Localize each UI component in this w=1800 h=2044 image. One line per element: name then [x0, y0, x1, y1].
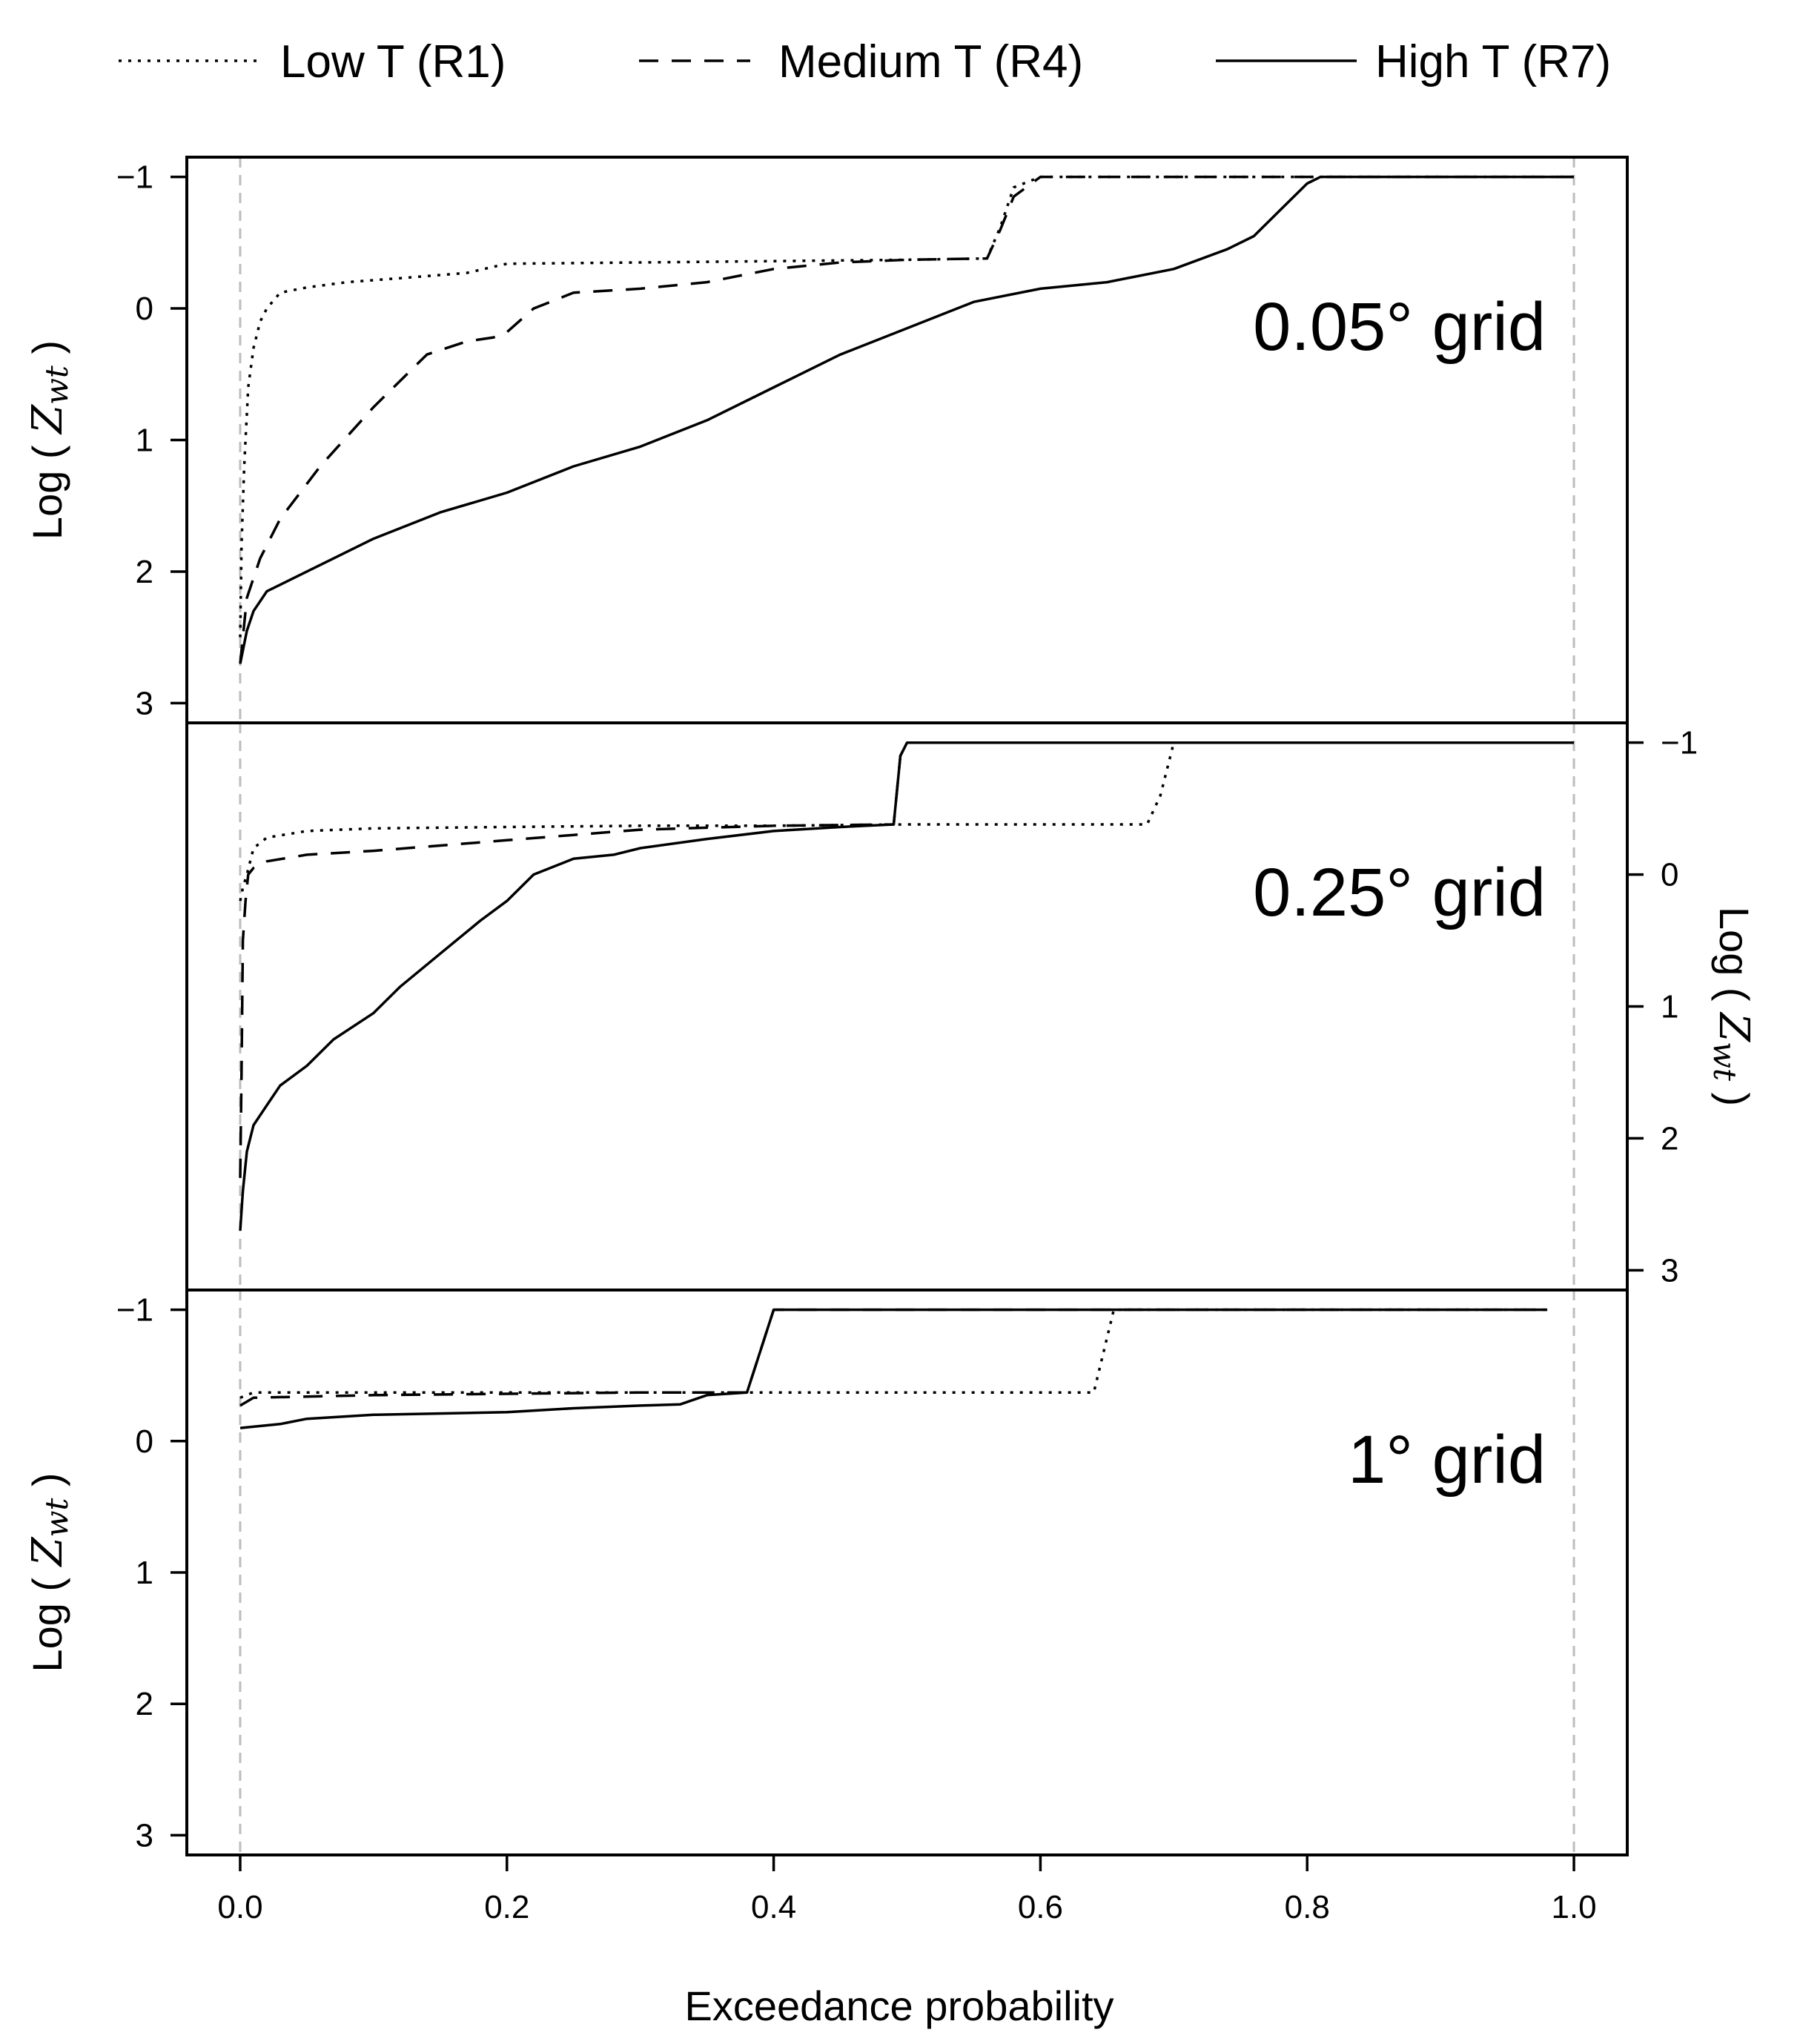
panel-label: 0.05° grid	[1253, 289, 1546, 365]
y-tick-label: 2	[136, 1686, 153, 1722]
x-axis-title: Exceedance probability	[684, 1982, 1114, 2029]
y-tick-label: −1	[116, 159, 153, 196]
legend-label-high-t: High T (R7)	[1375, 36, 1611, 87]
y-tick-label: 2	[136, 554, 153, 590]
series-line-high-t-r7	[239, 741, 1574, 1231]
y-tick-label: 1	[1661, 989, 1678, 1025]
x-axis-ticks: 0.0 0.2 0.4 0.6 0.8 1.0	[217, 1855, 1597, 1925]
series-line-medium-t-r4	[239, 175, 1574, 664]
y-tick-label: 2	[1661, 1120, 1678, 1157]
y-axis-title: Log ( Zwt )	[24, 1472, 76, 1672]
y-tick-label: −1	[1661, 725, 1698, 761]
series-line-medium-t-r4	[239, 1308, 1548, 1407]
x-tick-label: 0.6	[1018, 1889, 1063, 1925]
y-tick-label: −1	[116, 1292, 153, 1329]
series-line-high-t-r7	[239, 175, 1574, 664]
panel-1: 0.05° grid −1 0 1 2 3 Log ( Zwt )	[24, 156, 1629, 724]
series-line-high-t-r7	[239, 1308, 1548, 1429]
series-line-low-t-r1	[239, 175, 1574, 638]
y-tick-label: 1	[136, 1555, 153, 1591]
y-tick-label: 3	[136, 1817, 153, 1853]
y-axis-title: Log ( Zwt )	[24, 340, 76, 540]
legend-label-medium-t: Medium T (R4)	[778, 36, 1083, 87]
panel-3: 1° grid −1 0 1 2 3 Log ( Zwt )	[24, 1289, 1629, 1856]
x-tick-label: 1.0	[1551, 1889, 1596, 1925]
y-tick-label: 3	[136, 685, 153, 721]
y-tick-label: 1	[136, 423, 153, 459]
x-tick-label: 0.4	[751, 1889, 796, 1925]
legend: Low T (R1) Medium T (R4) High T (R7)	[119, 36, 1611, 87]
panel-label: 0.25° grid	[1253, 855, 1546, 930]
y-tick-label: 0	[1661, 857, 1678, 893]
x-tick-label: 0.0	[217, 1889, 262, 1925]
panel-label: 1° grid	[1348, 1422, 1546, 1498]
x-axis: 0.0 0.2 0.4 0.6 0.8 1.0 Exceedance probabilit…	[217, 1855, 1597, 2029]
panel-2: 0.25° grid −1 0 1 2 3 Log ( Zwt )	[185, 721, 1758, 1291]
y-tick-label: 0	[136, 1423, 153, 1460]
x-tick-label: 0.2	[484, 1889, 529, 1925]
x-tick-label: 0.8	[1285, 1889, 1330, 1925]
y-tick-label: 0	[136, 291, 153, 327]
y-axis-title: Log ( Zwt )	[1707, 907, 1758, 1106]
y-tick-label: 3	[1661, 1252, 1678, 1289]
legend-label-low-t: Low T (R1)	[280, 36, 506, 87]
